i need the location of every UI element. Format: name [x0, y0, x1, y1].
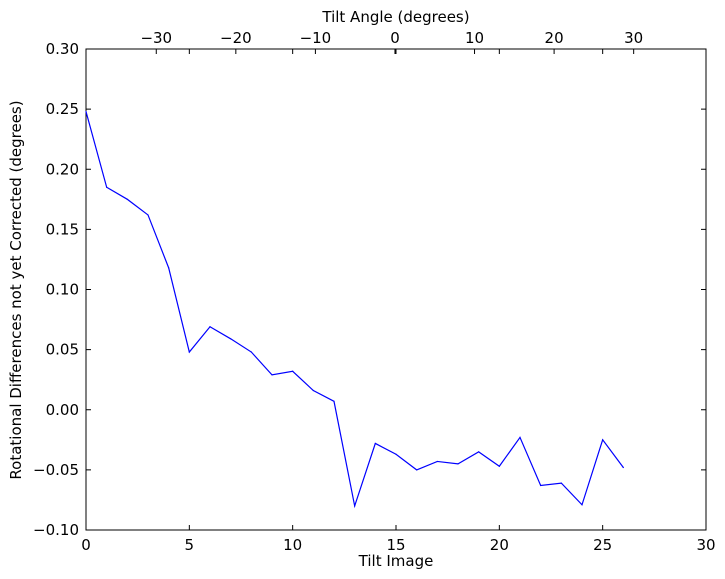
data-point	[188, 351, 190, 353]
y-tick-label: 0.30	[46, 40, 79, 58]
y-tick-label: 0.10	[46, 281, 79, 299]
plot-area	[85, 48, 707, 531]
data-point	[333, 400, 335, 402]
top-x-tick-label: 30	[624, 29, 643, 47]
top-x-tick-label: 0	[390, 29, 400, 47]
y-axis-title: Rotational Differences not yet Corrected…	[7, 100, 25, 479]
y-tick-label: 0.05	[46, 341, 79, 359]
data-point	[312, 389, 314, 392]
y-tick-label: 0.00	[46, 401, 79, 419]
data-point	[271, 374, 273, 376]
data-point	[560, 482, 562, 484]
data-point	[292, 370, 294, 372]
data-point	[622, 466, 624, 469]
x-tick-label: 5	[185, 536, 195, 554]
y-tick-label: −0.05	[33, 461, 79, 479]
top-x-tick-label: −30	[140, 29, 172, 47]
data-point	[457, 463, 459, 465]
ticks-layer	[85, 48, 707, 531]
x-tick-label: 30	[696, 536, 715, 554]
x-tick-label: 10	[283, 536, 302, 554]
y-tick-label: −0.10	[33, 521, 79, 539]
data-point	[395, 453, 397, 455]
data-point	[519, 436, 521, 439]
y-tick-label: 0.15	[46, 220, 79, 238]
x-tick-label: 15	[386, 536, 405, 554]
y-tick-label: 0.25	[46, 100, 79, 118]
data-point	[126, 198, 128, 200]
data-point	[209, 326, 211, 328]
x-tick-label: 0	[81, 536, 91, 554]
data-point	[478, 451, 480, 453]
data-point	[106, 186, 108, 188]
top-x-tick-label: −20	[220, 29, 252, 47]
top-x-tick-label: 10	[465, 29, 484, 47]
top-x-axis-title: Tilt Angle (degrees)	[321, 8, 469, 26]
top-x-tick-label: 20	[545, 29, 564, 47]
y-tick-label: 0.20	[46, 160, 79, 178]
x-tick-label: 25	[593, 536, 612, 554]
data-point	[498, 465, 500, 467]
data-point	[250, 351, 252, 353]
labels-layer: 0 5 10 15 20 25 30 −0.10 −0.05 0.00 0.05 0.10 0.15 0.…	[33, 29, 716, 554]
data-point	[147, 214, 149, 216]
series-layer	[85, 110, 624, 509]
x-axis-title: Tilt Image	[358, 552, 434, 570]
data-point	[354, 505, 356, 507]
data-point	[540, 484, 542, 487]
data-point	[85, 110, 87, 113]
x-tick-label: 20	[490, 536, 509, 554]
data-point	[436, 460, 438, 463]
top-x-tick-label: −10	[300, 29, 332, 47]
data-point	[581, 504, 583, 506]
data-point	[416, 469, 418, 471]
data-point	[374, 442, 376, 445]
data-point	[602, 439, 604, 441]
data-point	[230, 338, 232, 340]
data-point	[168, 267, 170, 269]
